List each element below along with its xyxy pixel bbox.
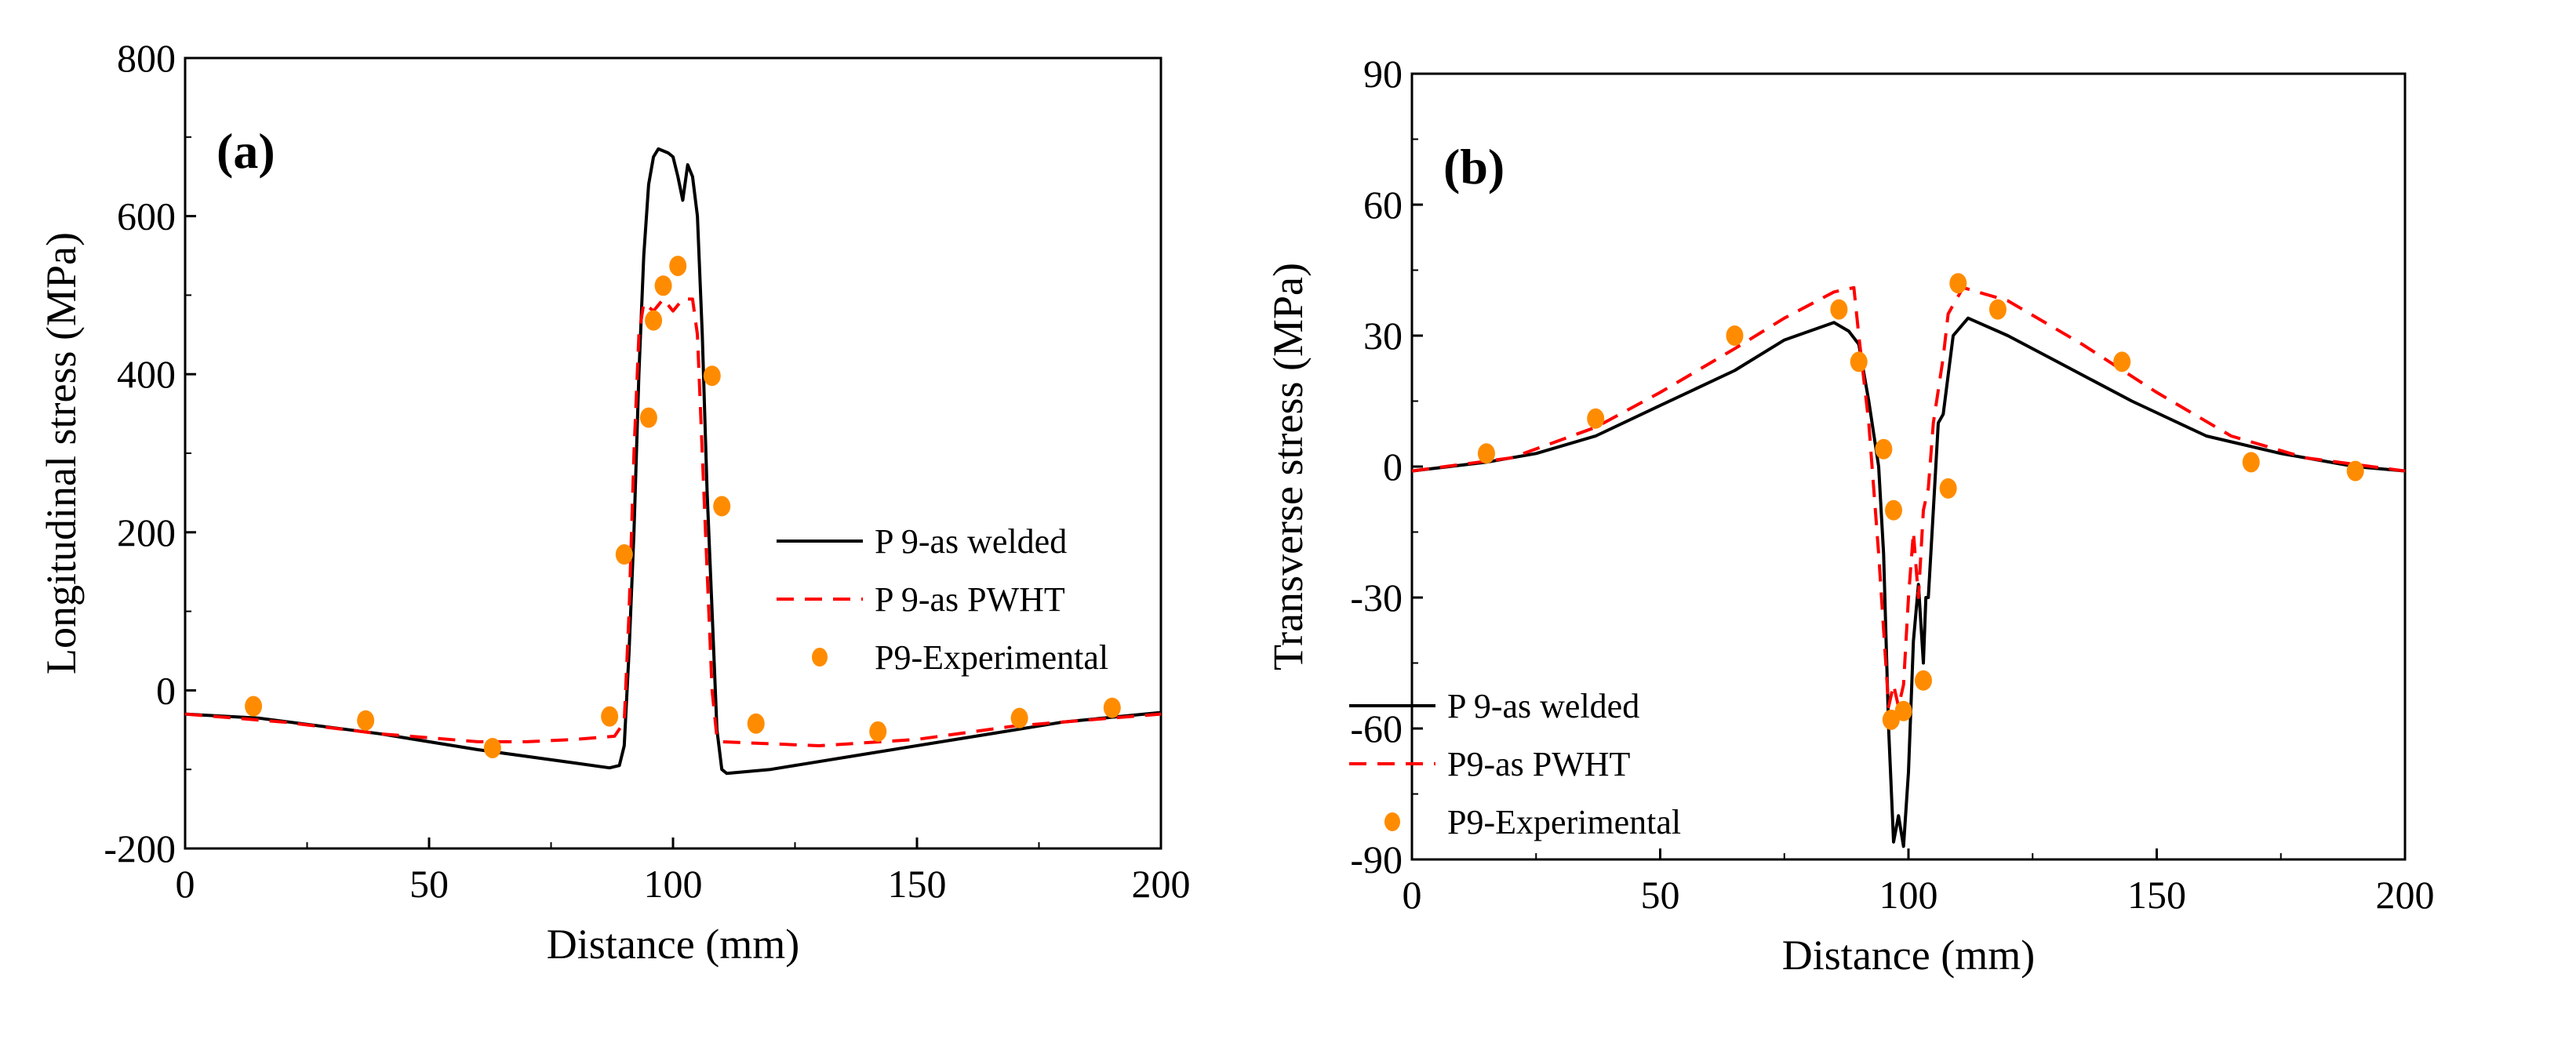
experimental-point	[1726, 325, 1744, 346]
experimental-point	[1882, 709, 1900, 730]
legend-label: P9-Experimental	[875, 638, 1108, 677]
experimental-point	[1010, 707, 1028, 728]
experimental-point	[703, 365, 721, 387]
as-welded-line	[184, 147, 1162, 776]
experimental-point	[1850, 351, 1868, 372]
experimental-point	[1894, 700, 1912, 721]
y-axis-label: Transverse stress (MPa)	[1264, 263, 1312, 670]
experimental-point	[869, 721, 887, 742]
experimental-point	[2346, 460, 2364, 481]
legend-label: P9-Experimental	[1447, 803, 1681, 841]
legend-marker	[812, 648, 828, 667]
y-tick-label: 200	[117, 510, 176, 554]
experimental-point	[654, 275, 672, 296]
x-tick-label: 200	[1132, 862, 1191, 906]
x-tick-label: 150	[888, 862, 947, 906]
y-tick-label: 400	[117, 352, 176, 396]
legend-label: P 9-as PWHT	[875, 580, 1065, 619]
y-axis-label: Longitudinal stress (MPa)	[38, 232, 85, 674]
panel-label: (a)	[216, 123, 275, 179]
y-tick-label: 0	[156, 668, 176, 712]
x-tick-label: 50	[1641, 873, 1680, 917]
experimental-point	[483, 737, 501, 758]
x-tick-label: 0	[1403, 873, 1422, 917]
panel-label: (b)	[1443, 139, 1504, 194]
experimental-point	[1885, 500, 1903, 521]
experimental-point	[2242, 452, 2260, 473]
experimental-point	[357, 710, 375, 731]
x-tick-label: 200	[2376, 873, 2435, 917]
x-tick-label: 150	[2127, 873, 2186, 917]
legend-label: P 9-as welded	[875, 522, 1067, 561]
experimental-point	[601, 706, 619, 727]
as-welded-line	[1411, 316, 2406, 848]
experimental-point	[1587, 408, 1605, 429]
experimental-point	[2113, 351, 2131, 372]
legend-marker	[1384, 812, 1400, 831]
experimental-point	[1830, 299, 1848, 320]
experimental-point	[713, 496, 731, 517]
y-tick-label: 600	[117, 194, 176, 238]
y-tick-label: -30	[1350, 576, 1403, 619]
legend-label: P 9-as welded	[1447, 687, 1639, 725]
x-tick-label: 100	[1879, 873, 1938, 917]
y-tick-label: 0	[1383, 445, 1403, 489]
y-tick-label: -200	[104, 827, 176, 870]
x-axis-label: Distance (mm)	[547, 921, 799, 968]
experimental-point	[1949, 273, 1967, 294]
experimental-point	[669, 256, 687, 277]
legend-label: P9-as PWHT	[1447, 745, 1631, 783]
experimental-point	[1875, 438, 1893, 460]
experimental-point	[1988, 299, 2007, 320]
experimental-point	[1939, 478, 1957, 499]
experimental-point	[615, 544, 633, 565]
x-tick-label: 50	[409, 862, 449, 906]
x-tick-label: 100	[644, 862, 703, 906]
pwht-line	[1411, 285, 2406, 709]
y-tick-label: -90	[1350, 837, 1403, 881]
experimental-point	[645, 310, 663, 331]
y-tick-label: 60	[1363, 183, 1403, 227]
y-tick-label: 800	[117, 36, 176, 80]
experimental-point	[639, 407, 657, 428]
experimental-point	[747, 713, 765, 734]
x-tick-label: 0	[176, 862, 195, 906]
chart-b: 0 50 100 150 200 -90 -60 -30 0 30 60 90 Distance (mm…	[1264, 52, 2435, 979]
x-axis-label: Distance (mm)	[1782, 932, 2035, 979]
y-tick-label: 30	[1363, 314, 1403, 358]
y-tick-label: -60	[1350, 707, 1403, 750]
experimental-point	[245, 696, 263, 717]
experimental-point	[1103, 697, 1121, 718]
experimental-point	[1914, 670, 1932, 691]
experimental-point	[1477, 443, 1495, 464]
y-tick-label: 90	[1363, 52, 1403, 96]
